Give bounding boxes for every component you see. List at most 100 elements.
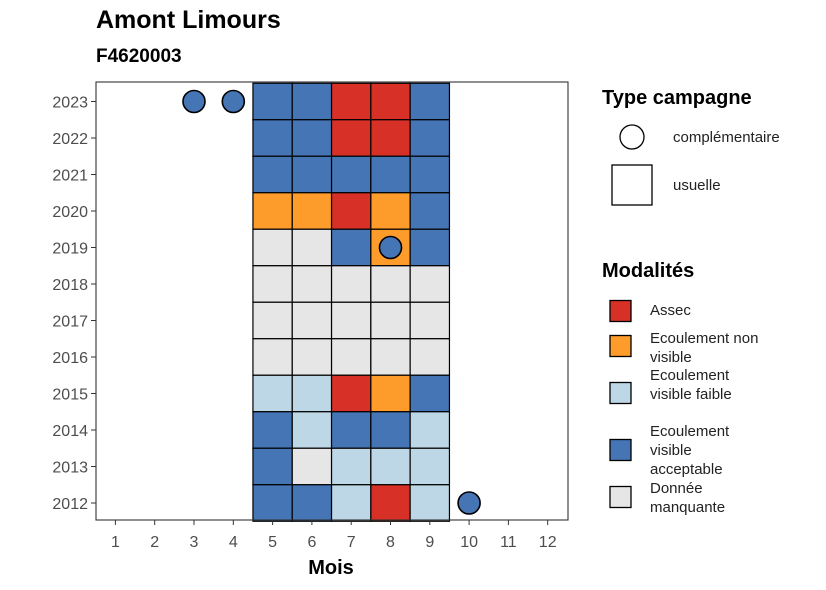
heatmap-cell	[409, 155, 451, 194]
heatmap-cell	[330, 228, 372, 267]
legend-assec-label: Assec	[650, 302, 691, 319]
x-tick-label: 10	[460, 534, 478, 551]
heatmap-cell	[409, 484, 451, 522]
heatmap-cell	[330, 411, 372, 449]
x-tick-label: 2	[150, 534, 159, 551]
legend-ecoulement-visible-acceptable-label: Ecoulement visible acceptable	[650, 423, 730, 478]
legend-key-donnee-manquante	[609, 485, 632, 509]
y-tick-label: 2017	[52, 314, 88, 331]
y-tick-label: 2015	[52, 387, 88, 404]
legend-donnee-manquante-label: Donnée manquante	[650, 480, 726, 516]
legend-campaign-title: Type campagne	[602, 87, 752, 109]
heatmap-cell	[330, 374, 372, 413]
legend-campaign-square-key	[611, 164, 653, 206]
heatmap-cell	[330, 265, 372, 303]
y-tick-label: 2022	[52, 131, 88, 148]
heatmap-cell	[370, 155, 411, 194]
complementaire-point	[182, 89, 206, 114]
chart-title: Amont Limours	[96, 6, 281, 34]
heatmap-cell	[252, 411, 293, 449]
heatmap-cell	[330, 192, 372, 230]
legend-key-ecoulement-visible-acceptable	[609, 438, 632, 462]
legend-ecoulement-non-visible-label: Ecoulement non visible	[650, 330, 759, 366]
plot-panel-border	[95, 81, 569, 521]
heatmap-cell	[409, 82, 451, 121]
heatmap-cell	[252, 192, 293, 230]
heatmap-cell	[330, 155, 372, 194]
x-tick-label: 3	[190, 534, 199, 551]
x-tick-label: 8	[386, 534, 395, 551]
heatmap-cell	[330, 338, 372, 376]
heatmap-cell	[370, 447, 411, 486]
x-tick-label: 6	[307, 534, 316, 551]
heatmap-cell	[409, 119, 451, 157]
legend-ecoulement-visible-faible-label: Ecoulement visible faible	[650, 367, 732, 403]
heatmap-cell	[409, 192, 451, 230]
heatmap-cell	[291, 82, 333, 121]
heatmap-cell	[370, 301, 411, 340]
heatmap-cell	[370, 192, 411, 230]
y-tick-label: 2014	[52, 423, 88, 440]
heatmap-cell	[409, 301, 451, 340]
heatmap-cell	[291, 447, 333, 486]
x-tick-label: 7	[347, 534, 356, 551]
heatmap-cell	[252, 265, 293, 303]
heatmap-cell	[252, 228, 293, 267]
heatmap-cell	[291, 484, 333, 522]
heatmap-cell	[252, 82, 293, 121]
heatmap-cell	[409, 447, 451, 486]
heatmap-cell	[291, 301, 333, 340]
y-tick-label: 2019	[52, 241, 88, 258]
heatmap-cell	[252, 119, 293, 157]
y-tick-label: 2021	[52, 168, 88, 185]
heatmap-cell	[291, 155, 333, 194]
heatmap-cell	[252, 447, 293, 486]
heatmap-cell	[291, 411, 333, 449]
heatmap-cell	[409, 338, 451, 376]
heatmap-cell	[409, 265, 451, 303]
y-tick-label: 2013	[52, 460, 88, 477]
y-tick-label: 2016	[52, 350, 88, 367]
heatmap-cell	[370, 265, 411, 303]
heatmap-cell	[252, 155, 293, 194]
heatmap-cell	[370, 338, 411, 376]
complementaire-point	[221, 89, 246, 114]
x-tick-label: 1	[111, 534, 120, 551]
y-tick-label: 2018	[52, 277, 88, 294]
y-tick-label: 2023	[52, 95, 88, 112]
heatmap-cell	[291, 338, 333, 376]
legend-campaign-complementaire-label: complémentaire	[673, 129, 780, 146]
heatmap-cell	[330, 447, 372, 486]
heatmap-cell	[252, 338, 293, 376]
legend-key-ecoulement-non-visible	[609, 334, 632, 358]
heatmap-cell	[409, 228, 451, 267]
y-tick-label: 2012	[52, 496, 88, 513]
complementaire-point	[378, 235, 403, 260]
x-tick-label: 5	[268, 534, 277, 551]
x-tick-label: 9	[425, 534, 434, 551]
legend-key-assec	[609, 299, 632, 323]
x-axis-label: Mois	[308, 557, 354, 579]
y-tick-label: 2020	[52, 204, 88, 221]
heatmap-cell	[370, 119, 411, 157]
heatmap-cell	[370, 484, 411, 522]
legend-modalites-title: Modalités	[602, 260, 695, 282]
heatmap-cell	[370, 374, 411, 413]
x-tick-label: 4	[229, 534, 238, 551]
heatmap-cell	[291, 119, 333, 157]
heatmap-cell	[330, 301, 372, 340]
heatmap-cell	[252, 301, 293, 340]
heatmap-cell	[409, 411, 451, 449]
heatmap-cell	[409, 374, 451, 413]
heatmap-cell	[291, 265, 333, 303]
heatmap-cell	[252, 484, 293, 522]
legend-campaign-circle-key	[619, 124, 645, 150]
x-tick-label: 12	[539, 534, 557, 551]
heatmap-cell	[370, 82, 411, 121]
legend-key-ecoulement-visible-faible	[609, 381, 632, 405]
legend-campaign-usuelle-label: usuelle	[673, 177, 721, 194]
x-tick-label: 11	[500, 534, 517, 551]
heatmap-cell	[291, 228, 333, 267]
heatmap-cell	[291, 374, 333, 413]
